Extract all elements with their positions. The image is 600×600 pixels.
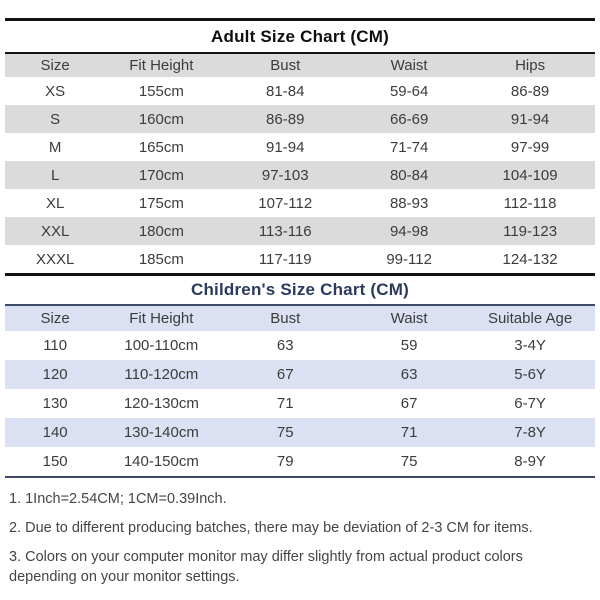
- table-cell: 160cm: [138, 110, 184, 128]
- table-cell: 7-8Y: [514, 424, 546, 441]
- table-cell: M: [48, 138, 62, 156]
- table-row: 150 140-150cm 79 75 8-9Y: [5, 447, 595, 476]
- table-cell: 120: [42, 366, 68, 383]
- table-row: S 160cm 86-89 66-69 91-94: [5, 105, 595, 133]
- table-cell: 170cm: [138, 166, 184, 184]
- table-cell: 185cm: [138, 250, 184, 268]
- table-cell: 67: [400, 395, 418, 412]
- table-cell: 75: [276, 424, 294, 441]
- table-header-cell: Bust: [270, 57, 301, 74]
- table-cell: 71: [276, 395, 294, 412]
- table-cell: 8-9Y: [514, 453, 546, 470]
- table-cell: 63: [276, 337, 294, 354]
- table-cell: 59: [400, 337, 418, 354]
- table-row: M 165cm 91-94 71-74 97-99: [5, 133, 595, 161]
- table-cell: 71-74: [389, 138, 429, 156]
- table-row: L 170cm 97-103 80-84 104-109: [5, 161, 595, 189]
- table-cell: 80-84: [389, 166, 429, 184]
- children-title-divider: [5, 304, 595, 306]
- table-cell: 66-69: [389, 110, 429, 128]
- table-cell: 130-140cm: [123, 424, 199, 441]
- note-item: 3. Colors on your computer monitor may d…: [9, 549, 523, 585]
- notes: 1. 1Inch=2.54CM; 1CM=0.39Inch. 2. Due to…: [5, 478, 595, 587]
- table-cell: 86-89: [266, 110, 305, 128]
- table-row: XS 155cm 81-84 59-64 86-89: [5, 77, 595, 105]
- top-divider: [5, 18, 595, 21]
- table-cell: 6-7Y: [514, 395, 546, 412]
- table-cell: 112-118: [503, 194, 557, 212]
- table-cell: 110-120cm: [124, 366, 199, 383]
- table-row: 110 100-110cm 63 59 3-4Y: [5, 331, 595, 360]
- table-cell: 165cm: [138, 138, 184, 156]
- table-cell: 86-89: [510, 82, 550, 100]
- table-cell: 150: [42, 453, 68, 470]
- table-cell: 71: [400, 424, 418, 441]
- table-cell: 91-94: [510, 110, 550, 128]
- table-header-row: Size Fit Height Bust Waist Suitable Age: [5, 306, 595, 331]
- table-cell: 113-116: [258, 222, 312, 240]
- table-cell: 75: [400, 453, 418, 470]
- note-item: 1. 1Inch=2.54CM; 1CM=0.39Inch.: [9, 491, 227, 507]
- table-cell: 175cm: [138, 194, 184, 212]
- table-cell: 107-112: [258, 194, 313, 212]
- table-cell: S: [50, 110, 61, 128]
- table-header-cell: Suitable Age: [487, 310, 573, 327]
- table-header-cell: Waist: [390, 57, 428, 74]
- table-cell: 104-109: [502, 166, 558, 184]
- table-header-row: Size Fit Height Bust Waist Hips: [5, 54, 595, 77]
- table-cell: XS: [45, 82, 66, 100]
- table-cell: 180cm: [138, 222, 184, 240]
- adult-chart-title: Adult Size Chart (CM): [211, 27, 389, 46]
- table-cell: XXL: [40, 222, 70, 240]
- table-cell: 155cm: [138, 82, 184, 100]
- table-row: XL 175cm 107-112 88-93 112-118: [5, 189, 595, 217]
- adult-size-table: Size Fit Height Bust Waist Hips XS 155cm 81-84 5…: [5, 54, 595, 273]
- children-chart-title: Children's Size Chart (CM): [191, 280, 409, 299]
- table-cell: 110: [43, 337, 68, 354]
- table-cell: 97-103: [261, 166, 309, 184]
- table-cell: 88-93: [389, 194, 429, 212]
- table-header-cell: Size: [40, 310, 70, 327]
- table-cell: 140-150cm: [123, 453, 199, 470]
- table-row: 140 130-140cm 75 71 7-8Y: [5, 418, 595, 447]
- table-row: 120 110-120cm 67 63 5-6Y: [5, 360, 595, 389]
- table-cell: 94-98: [389, 222, 429, 240]
- table-cell: 67: [276, 366, 294, 383]
- table-cell: 140: [42, 424, 68, 441]
- table-cell: L: [50, 166, 60, 184]
- table-cell: 81-84: [266, 82, 305, 100]
- table-cell: 120-130cm: [123, 395, 199, 412]
- table-row: 130 120-130cm 71 67 6-7Y: [5, 389, 595, 418]
- table-row: XXL 180cm 113-116 94-98 119-123: [5, 217, 595, 245]
- table-cell: 5-6Y: [514, 366, 546, 383]
- table-header-cell: Bust: [270, 310, 301, 327]
- table-cell: 97-99: [510, 138, 550, 156]
- table-header-cell: Fit Height: [129, 57, 194, 74]
- table-cell: 99-112: [386, 250, 432, 268]
- adult-title-divider: [5, 52, 595, 54]
- table-header-cell: Waist: [390, 310, 428, 327]
- table-cell: 59-64: [389, 82, 429, 100]
- table-header-cell: Fit Height: [129, 310, 194, 327]
- table-cell: 130: [42, 395, 68, 412]
- table-header-cell: Size: [40, 57, 70, 74]
- table-cell: 124-132: [502, 250, 558, 268]
- children-bottom-divider: [5, 476, 595, 478]
- table-cell: 117-119: [258, 250, 312, 268]
- table-cell: XL: [45, 194, 65, 212]
- table-row: XXXL 185cm 117-119 99-112 124-132: [5, 245, 595, 273]
- note-item: 2. Due to different producing batches, t…: [9, 520, 533, 536]
- table-cell: XXXL: [35, 250, 75, 268]
- table-cell: 63: [400, 366, 418, 383]
- table-header-cell: Hips: [515, 57, 546, 74]
- table-cell: 91-94: [266, 138, 305, 156]
- children-top-divider: [5, 273, 595, 276]
- children-size-table: Size Fit Height Bust Waist Suitable Age 110 10…: [5, 306, 595, 476]
- table-cell: 119-123: [503, 222, 558, 240]
- table-cell: 100-110cm: [124, 337, 199, 354]
- table-cell: 79: [276, 453, 294, 470]
- table-cell: 3-4Y: [514, 337, 546, 354]
